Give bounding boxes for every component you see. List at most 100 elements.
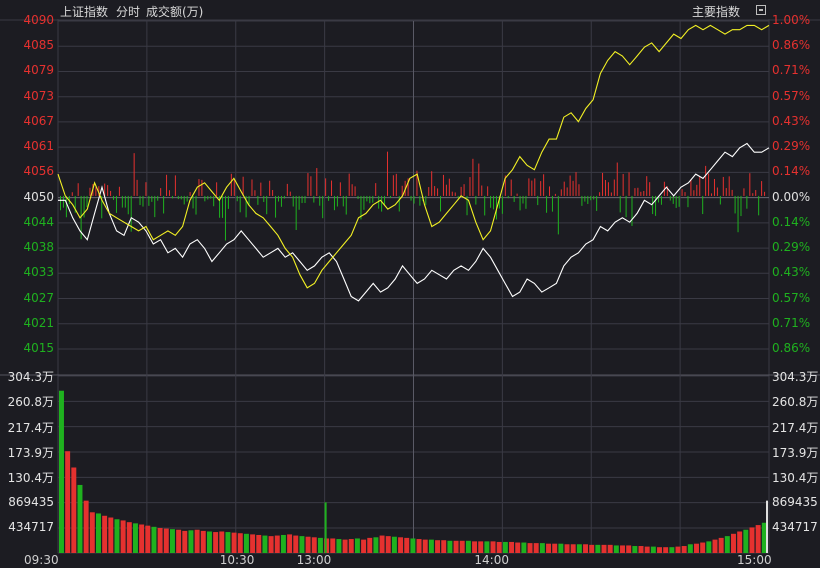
view-mode-label[interactable]: 分时 [116,5,141,19]
flow-bar [166,174,168,196]
flow-bar [516,193,518,196]
flow-bar [749,173,751,196]
volume-bar [354,538,360,553]
volume-bar [459,540,465,553]
flow-bar [448,178,450,196]
price-tick-label: 4021 [23,315,54,330]
volume-bar [632,546,638,553]
volume-bar [447,540,453,553]
volume-tick-label: 130.4万 [7,471,54,486]
flow-bar [713,178,715,196]
flow-bar [493,195,495,210]
flow-bar [210,195,212,199]
volume-bar [570,544,576,553]
flow-bar [690,179,692,196]
flow-bar [384,195,386,205]
flow-bar [445,184,447,196]
volume-bar [496,541,502,553]
flow-bar [425,195,427,206]
flow-bar [157,195,159,201]
flow-bar [531,180,533,196]
flow-bar [375,183,377,196]
volume-bar [601,544,607,553]
flow-bar [419,195,421,206]
flow-bar [336,195,338,207]
flow-bar [107,185,109,196]
volume-bar [262,535,268,553]
volume-bar [151,526,157,553]
percent-tick-label: 0.29% [772,240,811,255]
time-tick-label: 13:00 [296,553,332,567]
flow-bar [189,192,191,196]
volume-bar [89,512,95,553]
flow-bar [86,195,88,208]
volume-bar [225,532,231,553]
flow-bar [204,195,206,202]
flow-bar [239,195,241,213]
flow-bar [177,195,179,200]
flow-bar [65,195,67,218]
main-index-button[interactable]: 主要指数 [692,5,741,19]
flow-bar [95,186,97,196]
flow-bar [304,195,306,203]
flow-bar [469,177,471,196]
flow-bar [504,175,506,196]
menu-icon[interactable] [756,5,766,15]
flow-bar [719,195,721,205]
flow-bar [118,186,120,196]
flow-bar [104,183,106,196]
flow-bar [74,195,76,213]
volume-bar [490,541,496,553]
flow-bar [277,195,279,202]
percent-tick-label: 0.71% [772,63,811,78]
flow-bar [292,195,294,207]
time-tick-label: 14:00 [474,553,509,567]
flow-bar [578,184,580,196]
flow-bar [440,195,442,212]
volume-bar [336,539,342,553]
volume-bar [706,541,712,553]
flow-bar [590,195,592,201]
price-line [58,142,770,302]
flow-bar [708,173,710,196]
indicator-label[interactable]: 成交额(万) [146,5,204,19]
flow-bar [437,188,439,196]
volume-bar [108,517,114,553]
volume-bar [478,541,484,553]
flow-bar [569,175,571,196]
volume-tick-label: 173.9万 [7,446,54,460]
flow-bar [366,195,368,202]
flow-bar [764,191,766,196]
volume-bar [441,540,447,553]
flow-bar [316,168,318,196]
flow-bar [725,188,727,196]
volume-bar [731,533,736,553]
volume-bar [120,520,126,553]
flow-bar [410,195,412,201]
volume-bar [268,536,274,553]
flow-bar [101,195,103,219]
percent-tick-label: 1.00% [772,13,811,27]
flow-bar [622,173,624,196]
volume-bar [176,529,182,553]
flow-bar [728,176,730,196]
flow-bar [478,163,480,196]
volume-bar [317,537,323,553]
flow-bar [186,195,188,202]
flow-bar [498,195,500,209]
percent-tick-label: 0.43% [772,113,811,128]
flow-bar [248,195,250,207]
flow-bar [587,195,589,204]
flow-bar [62,195,64,208]
flow-bar [389,195,391,198]
percent-tick-label: 0.00% [772,189,811,204]
volume-bar [243,533,249,553]
flow-bar [460,186,462,196]
flow-bar [442,174,444,196]
flow-bar [543,174,545,196]
flow-bar [619,195,621,213]
price-tick-label: 4027 [23,290,54,305]
flow-bar [416,170,418,196]
price-tick-label: 4061 [23,139,54,154]
